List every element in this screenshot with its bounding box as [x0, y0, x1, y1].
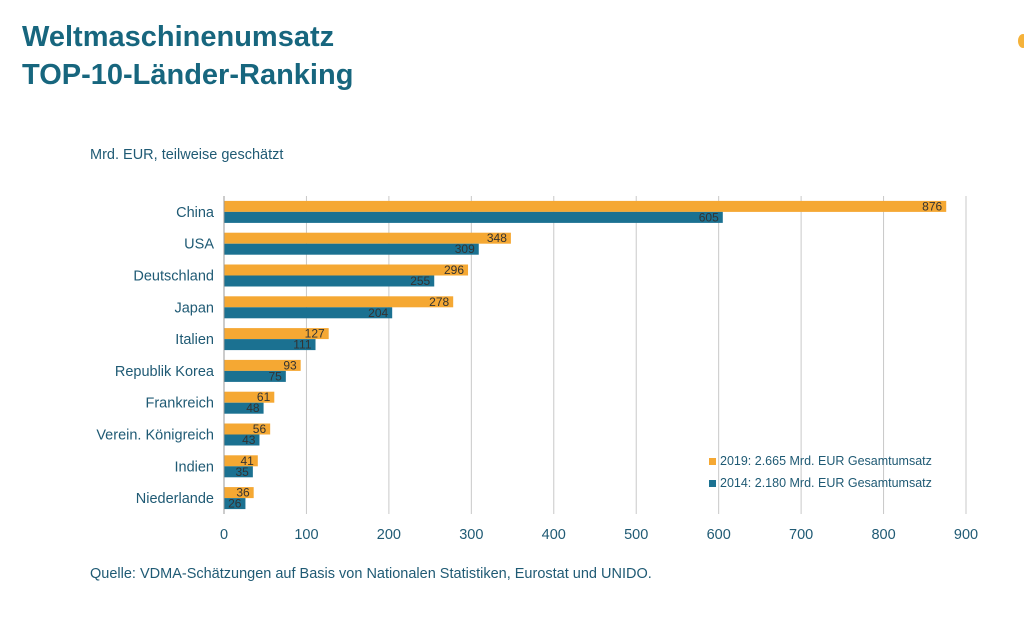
legend-label: 2014: 2.180 Mrd. EUR Gesamtumsatz	[720, 476, 932, 490]
category-label: Frankreich	[146, 396, 215, 412]
bar-2019	[224, 359, 301, 371]
data-label: 278	[429, 295, 449, 309]
x-tick-label: 700	[789, 527, 813, 543]
decorative-dot	[1018, 34, 1024, 48]
bar-2014	[224, 339, 316, 351]
data-label: 111	[293, 338, 312, 352]
legend-swatch	[709, 480, 716, 487]
data-label: 93	[283, 358, 297, 372]
bar-2014	[224, 466, 253, 478]
data-label: 605	[699, 210, 719, 224]
bar-2019	[224, 264, 469, 276]
category-label: Verein. Königreich	[96, 428, 214, 444]
data-label: 876	[922, 199, 942, 213]
data-label: 296	[444, 263, 464, 277]
title-line-2: TOP-10-Länder-Ranking	[22, 59, 354, 91]
data-label: 26	[228, 497, 242, 511]
data-label: 255	[410, 274, 430, 288]
data-label: 48	[246, 401, 260, 415]
data-label: 35	[235, 465, 249, 479]
source-note: Quelle: VDMA-Schätzungen auf Basis von N…	[90, 566, 652, 582]
data-label: 348	[487, 231, 507, 245]
data-label: 127	[305, 327, 325, 341]
bar-2019	[224, 328, 329, 340]
x-tick-label: 900	[954, 527, 978, 543]
bar-2019	[224, 200, 947, 212]
category-label: Niederlande	[136, 491, 214, 507]
category-label: Italien	[175, 332, 214, 348]
x-tick-label: 100	[294, 527, 318, 543]
bar-2014	[224, 307, 393, 319]
x-tick-label: 0	[220, 527, 228, 543]
bar-2019	[224, 391, 275, 403]
x-tick-label: 400	[542, 527, 566, 543]
bar-2014	[224, 211, 723, 223]
category-label: USA	[184, 237, 214, 253]
data-label: 309	[455, 242, 475, 256]
x-tick-label: 200	[377, 527, 401, 543]
bar-2014	[224, 370, 286, 382]
bar-2019	[224, 487, 254, 499]
data-label: 61	[257, 390, 271, 404]
bar-2014	[224, 498, 246, 510]
data-label: 56	[253, 422, 267, 436]
bar-2014	[224, 402, 264, 414]
category-label: Republik Korea	[115, 364, 215, 380]
bar-2019	[224, 423, 271, 435]
bar-2019	[224, 296, 454, 308]
category-label: Japan	[174, 300, 214, 316]
data-label: 43	[242, 433, 256, 447]
x-tick-label: 300	[459, 527, 483, 543]
data-label: 204	[368, 306, 388, 320]
legend-swatch	[709, 458, 716, 465]
bar-2014	[224, 243, 479, 255]
bar-2019	[224, 455, 258, 467]
category-label: Deutschland	[133, 269, 214, 285]
x-tick-label: 600	[707, 527, 731, 543]
bar-2014	[224, 434, 260, 446]
bar-2019	[224, 232, 511, 244]
data-label: 75	[268, 369, 282, 383]
x-tick-label: 500	[624, 527, 648, 543]
page-title: Weltmaschinenumsatz TOP-10-Länder-Rankin…	[22, 18, 353, 94]
category-label: Indien	[174, 459, 214, 475]
x-tick-label: 800	[871, 527, 895, 543]
chart-unit-note: Mrd. EUR, teilweise geschätzt	[90, 147, 284, 163]
data-label: 41	[240, 454, 254, 468]
bar-2014	[224, 275, 435, 287]
title-line-1: Weltmaschinenumsatz	[22, 21, 335, 53]
category-label: China	[176, 205, 215, 221]
legend-label: 2019: 2.665 Mrd. EUR Gesamtumsatz	[720, 454, 932, 468]
data-label: 36	[236, 486, 250, 500]
